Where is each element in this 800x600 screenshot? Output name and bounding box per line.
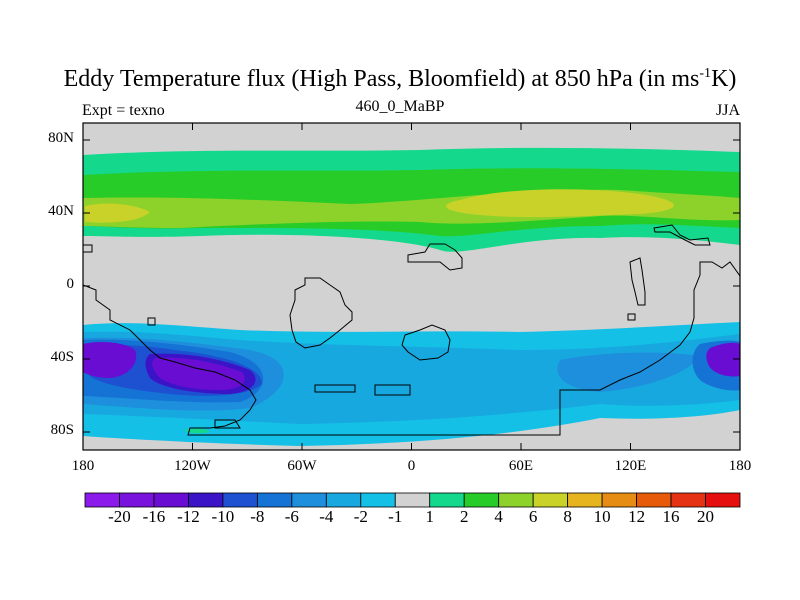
coast-7 (653, 224, 711, 246)
coast-9 (374, 384, 411, 396)
coast-6 (629, 257, 646, 306)
colorbar-label: -4 (319, 507, 334, 526)
colorbar-label: 10 (593, 507, 611, 526)
run-id-label: 460_0_MaBP (355, 98, 445, 115)
colorbar-swatch (670, 492, 706, 508)
colorbar-label: 6 (528, 507, 538, 526)
plot-title-sup: -1 (699, 66, 712, 81)
colorbar-swatch (222, 492, 258, 508)
colorbar-label: 4 (494, 507, 503, 526)
nh-core-west-shape (85, 203, 150, 223)
colorbar-swatch (532, 492, 569, 508)
colorbar-label: -1 (388, 507, 403, 526)
x-tick-label: 120E (614, 458, 647, 474)
y-tick-label: 0 (66, 276, 75, 292)
sh-core-pacific-shape (152, 357, 245, 390)
colorbar (84, 492, 741, 508)
x-tick-label: 0 (407, 458, 416, 474)
plot-title-unit: K) (711, 66, 737, 92)
x-tick-label: 180 (728, 458, 752, 474)
coast-4 (407, 243, 463, 271)
colorbar-label: -20 (108, 507, 131, 526)
coast-2 (83, 261, 740, 436)
coast-5 (401, 324, 451, 361)
colorbar-label: -2 (353, 507, 368, 526)
colorbar-swatch (256, 492, 293, 508)
colorbar-swatch (360, 492, 396, 508)
field-layer (83, 123, 740, 450)
colorbar-label: 8 (563, 507, 572, 526)
colorbar-label: -12 (177, 507, 200, 526)
y-tick-label: 80N (48, 130, 74, 146)
colorbar-label: -16 (142, 507, 166, 526)
colorbar-swatch (567, 492, 603, 508)
colorbar-label: 20 (697, 507, 715, 526)
plot-title-text: Eddy Temperature flux (High Pass, Bloomf… (63, 66, 700, 92)
coastlines (83, 224, 740, 436)
colorbar-swatch (429, 492, 465, 508)
experiment-label: Expt = texno (82, 102, 165, 119)
x-tick-label: 60W (287, 458, 317, 474)
coast-10 (214, 419, 241, 429)
colorbar-swatch (84, 492, 120, 508)
colorbar-label: -10 (211, 507, 235, 526)
x-tick-label: 60E (508, 458, 534, 474)
coast-11 (627, 313, 636, 321)
sh-small-patch (184, 428, 210, 434)
y-tick-label: 80S (50, 422, 74, 438)
x-tick-label: 180 (71, 458, 95, 474)
colorbar-swatch (188, 492, 224, 508)
colorbar-label: 2 (459, 507, 469, 526)
coast-3 (289, 277, 353, 349)
colorbar-label: 16 (662, 507, 680, 526)
colorbar-swatch (394, 492, 431, 508)
coast-12 (147, 317, 156, 326)
colorbar-swatch (291, 492, 327, 508)
plot-title: Eddy Temperature flux (High Pass, Bloomf… (0, 66, 800, 93)
sh-core-east-shape (706, 342, 740, 377)
y-tick-label: 40N (48, 203, 74, 219)
colorbar-label: -6 (284, 507, 299, 526)
sh-band-6-east (557, 352, 700, 392)
coast-8 (314, 384, 356, 393)
axis-ticks (82, 123, 741, 450)
colorbar-swatch (153, 492, 189, 508)
x-tick-label: 120W (174, 458, 211, 474)
colorbar-swatch (498, 492, 534, 508)
y-tick-label: 40S (50, 349, 74, 365)
colorbar-swatch (463, 492, 500, 508)
colorbar-swatch (705, 492, 741, 508)
colorbar-swatch (119, 492, 155, 508)
season-label: JJA (715, 102, 740, 119)
nh-core-east-shape (446, 189, 674, 218)
colorbar-swatch (636, 492, 672, 508)
colorbar-swatch (601, 492, 637, 508)
sh-core-dateline-shape (83, 342, 137, 378)
colorbar-swatch (325, 492, 362, 508)
colorbar-label: -8 (250, 507, 265, 526)
colorbar-label: 1 (425, 507, 434, 526)
coast-1 (83, 244, 93, 253)
colorbar-label: 12 (628, 507, 646, 526)
